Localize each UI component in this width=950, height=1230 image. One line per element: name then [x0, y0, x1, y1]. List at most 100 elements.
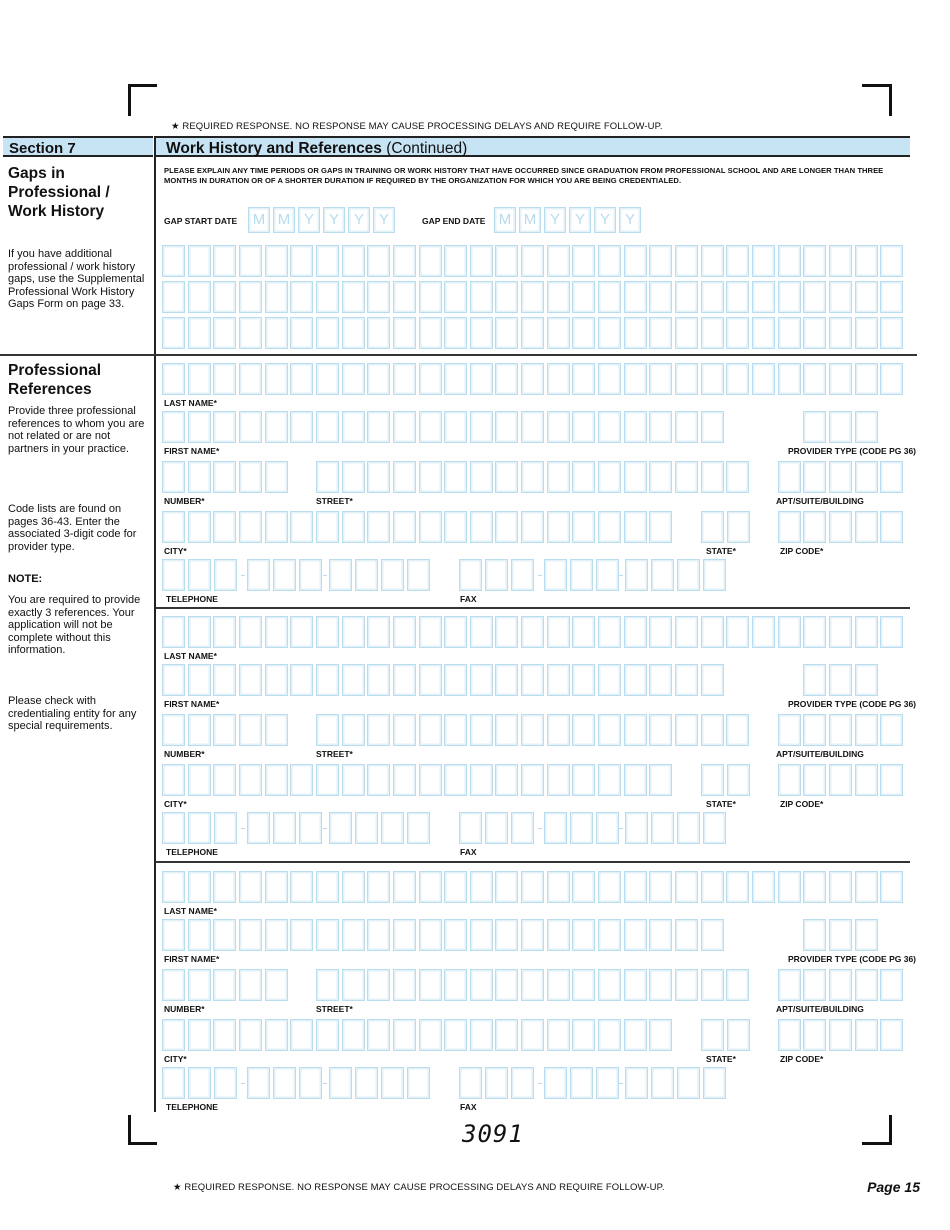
- gap-end-date-box[interactable]: M: [519, 207, 541, 233]
- city-box[interactable]: [315, 1019, 339, 1051]
- street-box[interactable]: [418, 969, 442, 1001]
- gap-explanation-box[interactable]: [444, 245, 468, 277]
- street-box[interactable]: [341, 969, 365, 1001]
- gap-end-date-box[interactable]: Y: [619, 207, 641, 233]
- gap-explanation-box[interactable]: [803, 245, 827, 277]
- zip-box[interactable]: [880, 764, 904, 796]
- fax-box[interactable]: [485, 812, 508, 844]
- gap-explanation-box[interactable]: [367, 245, 391, 277]
- city-box[interactable]: [367, 764, 391, 796]
- provider-type-box[interactable]: [854, 411, 878, 443]
- street-box[interactable]: [444, 714, 468, 746]
- last-name-box[interactable]: [315, 871, 339, 903]
- gap-explanation-box[interactable]: [777, 281, 801, 313]
- fax-box[interactable]: [703, 1067, 726, 1099]
- street-box[interactable]: [546, 714, 570, 746]
- city-box[interactable]: [392, 764, 416, 796]
- city-box[interactable]: [341, 511, 365, 543]
- gap-explanation-box[interactable]: [290, 245, 314, 277]
- gap-explanation-box[interactable]: [238, 317, 262, 349]
- first-name-box[interactable]: [521, 664, 545, 696]
- last-name-box[interactable]: [675, 616, 698, 648]
- city-box[interactable]: [572, 1019, 596, 1051]
- state-box[interactable]: [701, 1019, 724, 1051]
- first-name-box[interactable]: [162, 411, 185, 443]
- fax-box[interactable]: [570, 559, 593, 591]
- gap-explanation-box[interactable]: [880, 281, 904, 313]
- telephone-box[interactable]: [273, 559, 296, 591]
- gap-explanation-box[interactable]: [521, 281, 545, 313]
- street-box[interactable]: [418, 714, 442, 746]
- city-box[interactable]: [162, 764, 185, 796]
- street-box[interactable]: [623, 969, 647, 1001]
- last-name-box[interactable]: [623, 616, 647, 648]
- last-name-box[interactable]: [726, 363, 750, 395]
- city-box[interactable]: [623, 511, 647, 543]
- telephone-box[interactable]: [214, 559, 237, 591]
- last-name-box[interactable]: [469, 871, 493, 903]
- telephone-box[interactable]: [407, 559, 430, 591]
- first-name-box[interactable]: [187, 919, 211, 951]
- apt-box[interactable]: [803, 714, 827, 746]
- first-name-box[interactable]: [315, 919, 339, 951]
- first-name-box[interactable]: [623, 919, 647, 951]
- telephone-box[interactable]: [381, 812, 404, 844]
- telephone-box[interactable]: [247, 1067, 270, 1099]
- last-name-box[interactable]: [700, 871, 724, 903]
- last-name-box[interactable]: [828, 363, 852, 395]
- street-box[interactable]: [726, 714, 750, 746]
- first-name-box[interactable]: [598, 411, 622, 443]
- number-box[interactable]: [162, 714, 185, 746]
- fax-box[interactable]: [677, 1067, 700, 1099]
- last-name-box[interactable]: [187, 616, 211, 648]
- last-name-box[interactable]: [675, 363, 698, 395]
- provider-type-box[interactable]: [854, 919, 878, 951]
- gap-explanation-box[interactable]: [495, 281, 519, 313]
- last-name-box[interactable]: [444, 616, 468, 648]
- first-name-box[interactable]: [315, 664, 339, 696]
- number-box[interactable]: [264, 969, 288, 1001]
- first-name-box[interactable]: [521, 411, 545, 443]
- first-name-box[interactable]: [598, 919, 622, 951]
- gap-explanation-box[interactable]: [803, 281, 827, 313]
- fax-box[interactable]: [703, 559, 726, 591]
- gap-explanation-box[interactable]: [495, 245, 519, 277]
- zip-box[interactable]: [828, 764, 852, 796]
- street-box[interactable]: [521, 714, 545, 746]
- gap-explanation-box[interactable]: [213, 245, 237, 277]
- last-name-box[interactable]: [803, 363, 827, 395]
- last-name-box[interactable]: [751, 871, 775, 903]
- first-name-box[interactable]: [546, 411, 570, 443]
- city-box[interactable]: [495, 1019, 519, 1051]
- gap-end-date-box[interactable]: Y: [569, 207, 591, 233]
- gap-explanation-box[interactable]: [598, 245, 622, 277]
- city-box[interactable]: [392, 511, 416, 543]
- city-box[interactable]: [264, 511, 288, 543]
- first-name-box[interactable]: [238, 664, 262, 696]
- city-box[interactable]: [469, 1019, 493, 1051]
- city-box[interactable]: [290, 764, 314, 796]
- apt-box[interactable]: [880, 461, 904, 493]
- last-name-box[interactable]: [598, 616, 622, 648]
- last-name-box[interactable]: [803, 871, 827, 903]
- zip-box[interactable]: [828, 511, 852, 543]
- city-box[interactable]: [264, 1019, 288, 1051]
- fax-box[interactable]: [459, 1067, 482, 1099]
- first-name-box[interactable]: [469, 919, 493, 951]
- last-name-box[interactable]: [367, 616, 391, 648]
- gap-explanation-box[interactable]: [213, 317, 237, 349]
- last-name-box[interactable]: [392, 871, 416, 903]
- gap-explanation-box[interactable]: [803, 317, 827, 349]
- last-name-box[interactable]: [238, 871, 262, 903]
- city-box[interactable]: [392, 1019, 416, 1051]
- fax-box[interactable]: [459, 812, 482, 844]
- last-name-box[interactable]: [880, 616, 904, 648]
- city-box[interactable]: [418, 764, 442, 796]
- gap-explanation-box[interactable]: [598, 317, 622, 349]
- telephone-box[interactable]: [214, 1067, 237, 1099]
- gap-explanation-box[interactable]: [751, 317, 775, 349]
- gap-explanation-box[interactable]: [623, 245, 647, 277]
- last-name-box[interactable]: [854, 363, 878, 395]
- street-box[interactable]: [623, 714, 647, 746]
- first-name-box[interactable]: [700, 664, 724, 696]
